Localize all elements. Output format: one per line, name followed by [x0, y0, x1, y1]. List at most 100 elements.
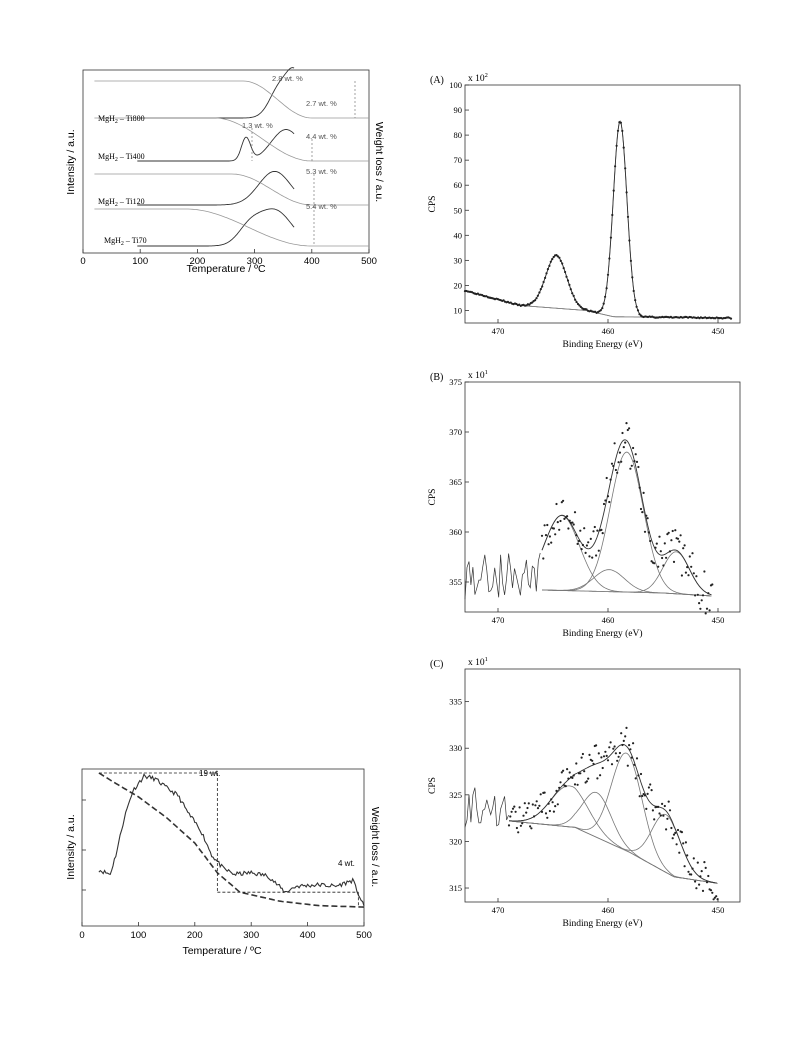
y-tick-label: 80 — [454, 130, 463, 140]
y-tick-label: 30 — [454, 255, 463, 265]
data-point — [629, 259, 633, 262]
data-point — [624, 735, 627, 738]
data-point — [687, 870, 690, 873]
data-point — [606, 495, 610, 498]
x-tick-label: 300 — [247, 256, 263, 267]
data-point — [630, 464, 633, 467]
plot-frame — [81, 768, 365, 927]
data-point — [564, 270, 567, 274]
data-point — [608, 746, 611, 749]
data-point — [529, 825, 532, 828]
data-point — [587, 777, 590, 780]
x-tick-label: 300 — [243, 930, 259, 941]
data-point — [609, 236, 613, 239]
data-point — [558, 786, 561, 789]
y-tick-label: 60 — [454, 180, 463, 190]
data-point — [704, 612, 707, 615]
data-point — [641, 510, 644, 514]
component-peak — [508, 813, 717, 884]
raw-data-line — [464, 552, 541, 600]
data-point — [634, 299, 637, 302]
data-point — [556, 521, 559, 524]
data-point — [547, 543, 550, 546]
data-point — [576, 783, 579, 786]
data-point — [616, 759, 619, 762]
y-tick-label: 360 — [449, 527, 462, 537]
data-point — [716, 898, 719, 901]
data-point — [601, 532, 604, 535]
data-point — [661, 556, 664, 560]
data-point — [624, 167, 627, 170]
data-point — [510, 810, 513, 813]
data-point — [624, 441, 627, 444]
xps-panel-b: (B) x 101 Binding Energy (eV) CPS 470 460 450 3… — [428, 369, 741, 639]
data-point — [700, 599, 703, 602]
data-point — [575, 534, 578, 537]
data-point — [563, 517, 566, 521]
component-peak — [542, 451, 712, 597]
y-tick-label: 375 — [449, 377, 462, 387]
y-tick-label: 365 — [449, 477, 462, 487]
data-point — [567, 527, 570, 530]
data-point — [544, 812, 548, 815]
data-point — [645, 514, 648, 517]
data-point — [703, 861, 706, 864]
y-tick-label: 100 — [449, 80, 462, 90]
data-point — [634, 453, 637, 456]
x-tick-label: 460 — [602, 615, 615, 625]
data-point — [661, 802, 664, 806]
data-point — [559, 519, 562, 523]
y-tick-label: 370 — [449, 427, 462, 437]
data-point — [588, 753, 591, 757]
data-point — [700, 870, 703, 873]
data-point — [565, 275, 568, 278]
x-tick-label: 470 — [492, 905, 505, 915]
x-axis-label: Binding Energy (eV) — [562, 628, 642, 639]
data-points — [507, 726, 719, 901]
data-point — [592, 762, 595, 765]
y-tick-label: 50 — [454, 205, 463, 215]
data-point — [646, 792, 649, 796]
data-point — [651, 809, 655, 812]
data-point — [541, 285, 544, 288]
data-point — [525, 811, 528, 814]
data-point — [605, 476, 608, 480]
data-point — [633, 763, 636, 766]
data-point — [611, 213, 614, 217]
data-point — [600, 756, 603, 759]
data-point — [594, 310, 597, 313]
data-point — [572, 523, 575, 526]
data-point — [695, 887, 698, 890]
data-point — [577, 539, 581, 543]
data-point — [621, 431, 624, 435]
data-point — [621, 129, 624, 132]
data-point — [712, 898, 715, 901]
x-tick-label: 470 — [492, 326, 505, 336]
series-label-ti400: MgH2 – Ti400 — [98, 152, 145, 163]
data-point — [649, 539, 652, 543]
data-point — [591, 759, 594, 762]
data-point — [589, 537, 592, 541]
data-point — [596, 777, 599, 780]
data-point — [560, 771, 563, 774]
data-point — [534, 804, 537, 807]
data-point — [670, 826, 673, 830]
data-point — [538, 804, 541, 807]
data-point — [657, 805, 660, 809]
scale-label: x 101 — [468, 369, 488, 381]
data-point — [574, 298, 577, 301]
data-point — [678, 851, 681, 854]
data-point — [626, 764, 629, 767]
data-point — [699, 607, 702, 610]
data-point — [657, 565, 660, 568]
data-point — [638, 795, 641, 798]
plot-frame — [464, 84, 741, 324]
data-point — [653, 818, 656, 821]
data-point — [608, 500, 611, 504]
data-point — [639, 507, 643, 511]
y-axis-label-left: Intensity / a.u. — [65, 129, 77, 194]
annotation-ti800-b: 2.7 wt. % — [306, 99, 337, 108]
data-point — [573, 783, 577, 786]
y-axis-label-left: Intensity / a.u. — [65, 814, 77, 879]
